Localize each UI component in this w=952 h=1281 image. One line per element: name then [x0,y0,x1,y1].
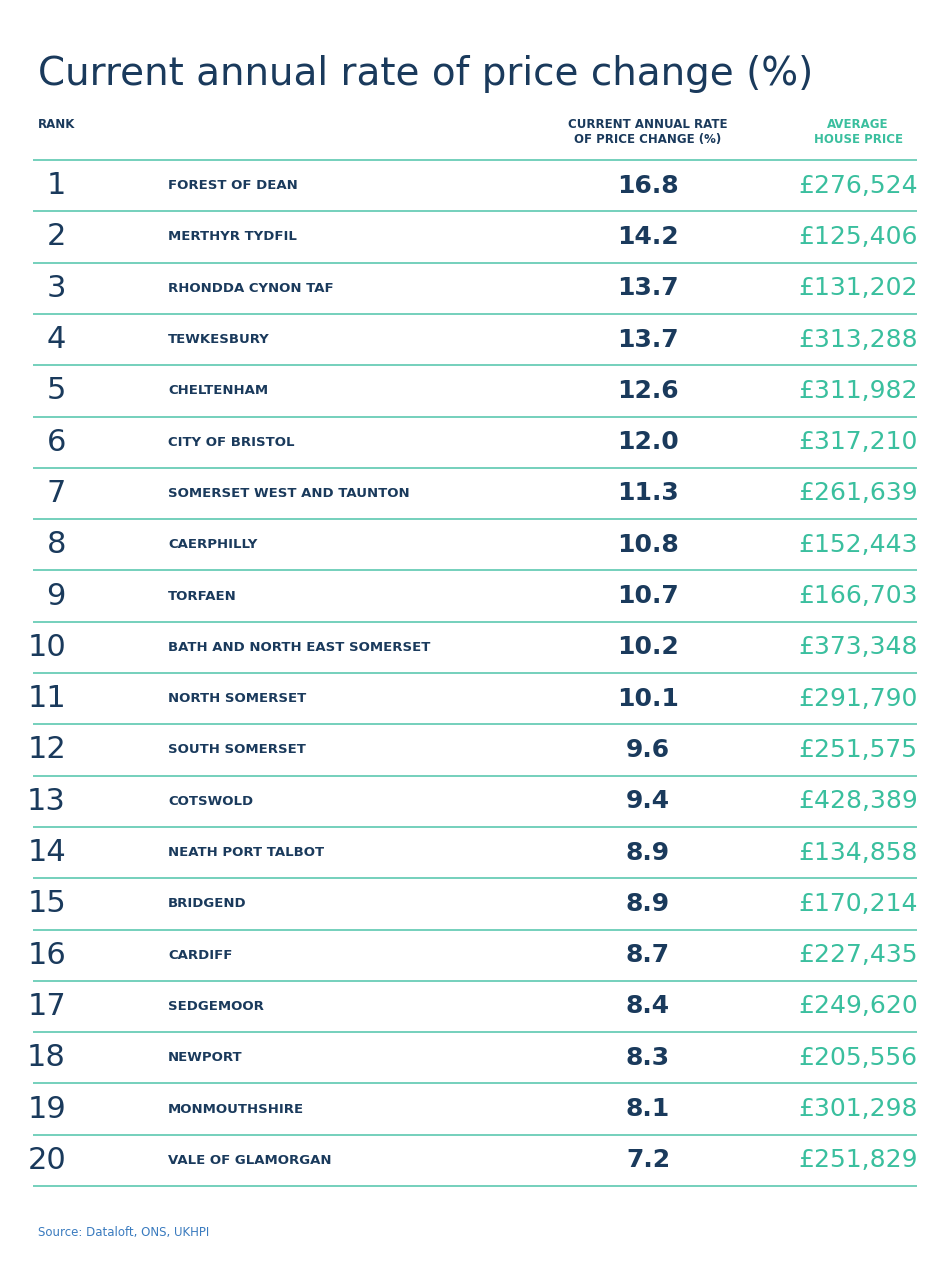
Text: 7: 7 [47,479,66,509]
Text: NEWPORT: NEWPORT [168,1052,243,1065]
Text: £311,982: £311,982 [798,379,918,402]
Text: RHONDDA CYNON TAF: RHONDDA CYNON TAF [168,282,333,295]
Text: 3: 3 [47,274,66,302]
Text: 1: 1 [47,172,66,200]
Text: 17: 17 [28,991,66,1021]
Text: 10.8: 10.8 [617,533,679,557]
Text: 9.4: 9.4 [625,789,670,813]
Text: 4: 4 [47,325,66,354]
Text: £251,575: £251,575 [799,738,918,762]
Text: £373,348: £373,348 [798,635,918,660]
Text: £251,829: £251,829 [798,1148,918,1172]
Text: BATH AND NORTH EAST SOMERSET: BATH AND NORTH EAST SOMERSET [168,640,430,653]
Text: £166,703: £166,703 [798,584,918,608]
Text: 8: 8 [47,530,66,560]
Text: £125,406: £125,406 [798,225,918,249]
Text: 5: 5 [47,377,66,405]
Text: COTSWOLD: COTSWOLD [168,794,253,808]
Text: AVERAGE
HOUSE PRICE: AVERAGE HOUSE PRICE [814,118,902,146]
Text: £261,639: £261,639 [798,482,918,506]
Text: 19: 19 [28,1094,66,1123]
Text: CHELTENHAM: CHELTENHAM [168,384,268,397]
Text: £276,524: £276,524 [798,174,918,197]
Text: £317,210: £317,210 [799,430,918,455]
Text: NEATH PORT TALBOT: NEATH PORT TALBOT [168,845,324,860]
Text: £301,298: £301,298 [798,1097,918,1121]
Text: £152,443: £152,443 [798,533,918,557]
Text: 12.0: 12.0 [617,430,679,455]
Text: 13: 13 [27,787,66,816]
Text: 11: 11 [28,684,66,714]
Text: BRIDGEND: BRIDGEND [168,898,247,911]
Text: MONMOUTHSHIRE: MONMOUTHSHIRE [168,1103,304,1116]
Text: £313,288: £313,288 [798,328,918,351]
Text: Source: Dataloft, ONS, UKHPI: Source: Dataloft, ONS, UKHPI [38,1226,209,1239]
Text: SEDGEMOOR: SEDGEMOOR [168,1000,264,1013]
Text: £131,202: £131,202 [798,277,918,300]
Text: 13.7: 13.7 [617,328,679,351]
Text: £205,556: £205,556 [799,1045,918,1070]
Text: 7.2: 7.2 [625,1148,670,1172]
Text: MERTHYR TYDFIL: MERTHYR TYDFIL [168,231,297,243]
Text: SOUTH SOMERSET: SOUTH SOMERSET [168,743,306,757]
Text: 12: 12 [28,735,66,765]
Text: VALE OF GLAMORGAN: VALE OF GLAMORGAN [168,1154,331,1167]
Text: 11.3: 11.3 [617,482,679,506]
Text: 8.3: 8.3 [625,1045,670,1070]
Text: £170,214: £170,214 [798,892,918,916]
Text: 6: 6 [47,428,66,456]
Text: Current annual rate of price change (%): Current annual rate of price change (%) [38,55,813,94]
Text: 10: 10 [28,633,66,662]
Text: £249,620: £249,620 [798,994,918,1018]
Text: 10.1: 10.1 [617,687,679,711]
Text: 12.6: 12.6 [617,379,679,402]
Text: CITY OF BRISTOL: CITY OF BRISTOL [168,436,294,448]
Text: 9.6: 9.6 [625,738,670,762]
Text: 8.4: 8.4 [625,994,670,1018]
Text: TORFAEN: TORFAEN [168,589,237,602]
Text: 16.8: 16.8 [617,174,679,197]
Text: 15: 15 [28,889,66,918]
Text: £134,858: £134,858 [798,840,918,865]
Text: RANK: RANK [38,118,75,131]
Text: 18: 18 [27,1043,66,1072]
Text: 2: 2 [47,223,66,251]
Text: FOREST OF DEAN: FOREST OF DEAN [168,179,298,192]
Text: 14.2: 14.2 [617,225,679,249]
Text: 8.9: 8.9 [625,892,670,916]
Text: 14: 14 [28,838,66,867]
Text: 8.7: 8.7 [625,943,670,967]
Text: 8.1: 8.1 [625,1097,670,1121]
Text: 20: 20 [28,1145,66,1175]
Text: CURRENT ANNUAL RATE
OF PRICE CHANGE (%): CURRENT ANNUAL RATE OF PRICE CHANGE (%) [568,118,727,146]
Text: CAERPHILLY: CAERPHILLY [168,538,257,551]
Text: 8.9: 8.9 [625,840,670,865]
Text: NORTH SOMERSET: NORTH SOMERSET [168,692,307,705]
Text: £428,389: £428,389 [798,789,918,813]
Text: 13.7: 13.7 [617,277,679,300]
Text: 10.7: 10.7 [617,584,679,608]
Text: 9: 9 [47,582,66,611]
Text: 10.2: 10.2 [617,635,679,660]
Text: £291,790: £291,790 [799,687,918,711]
Text: £227,435: £227,435 [798,943,918,967]
Text: CARDIFF: CARDIFF [168,949,232,962]
Text: TEWKESBURY: TEWKESBURY [168,333,269,346]
Text: 16: 16 [28,940,66,970]
Text: SOMERSET WEST AND TAUNTON: SOMERSET WEST AND TAUNTON [168,487,409,500]
